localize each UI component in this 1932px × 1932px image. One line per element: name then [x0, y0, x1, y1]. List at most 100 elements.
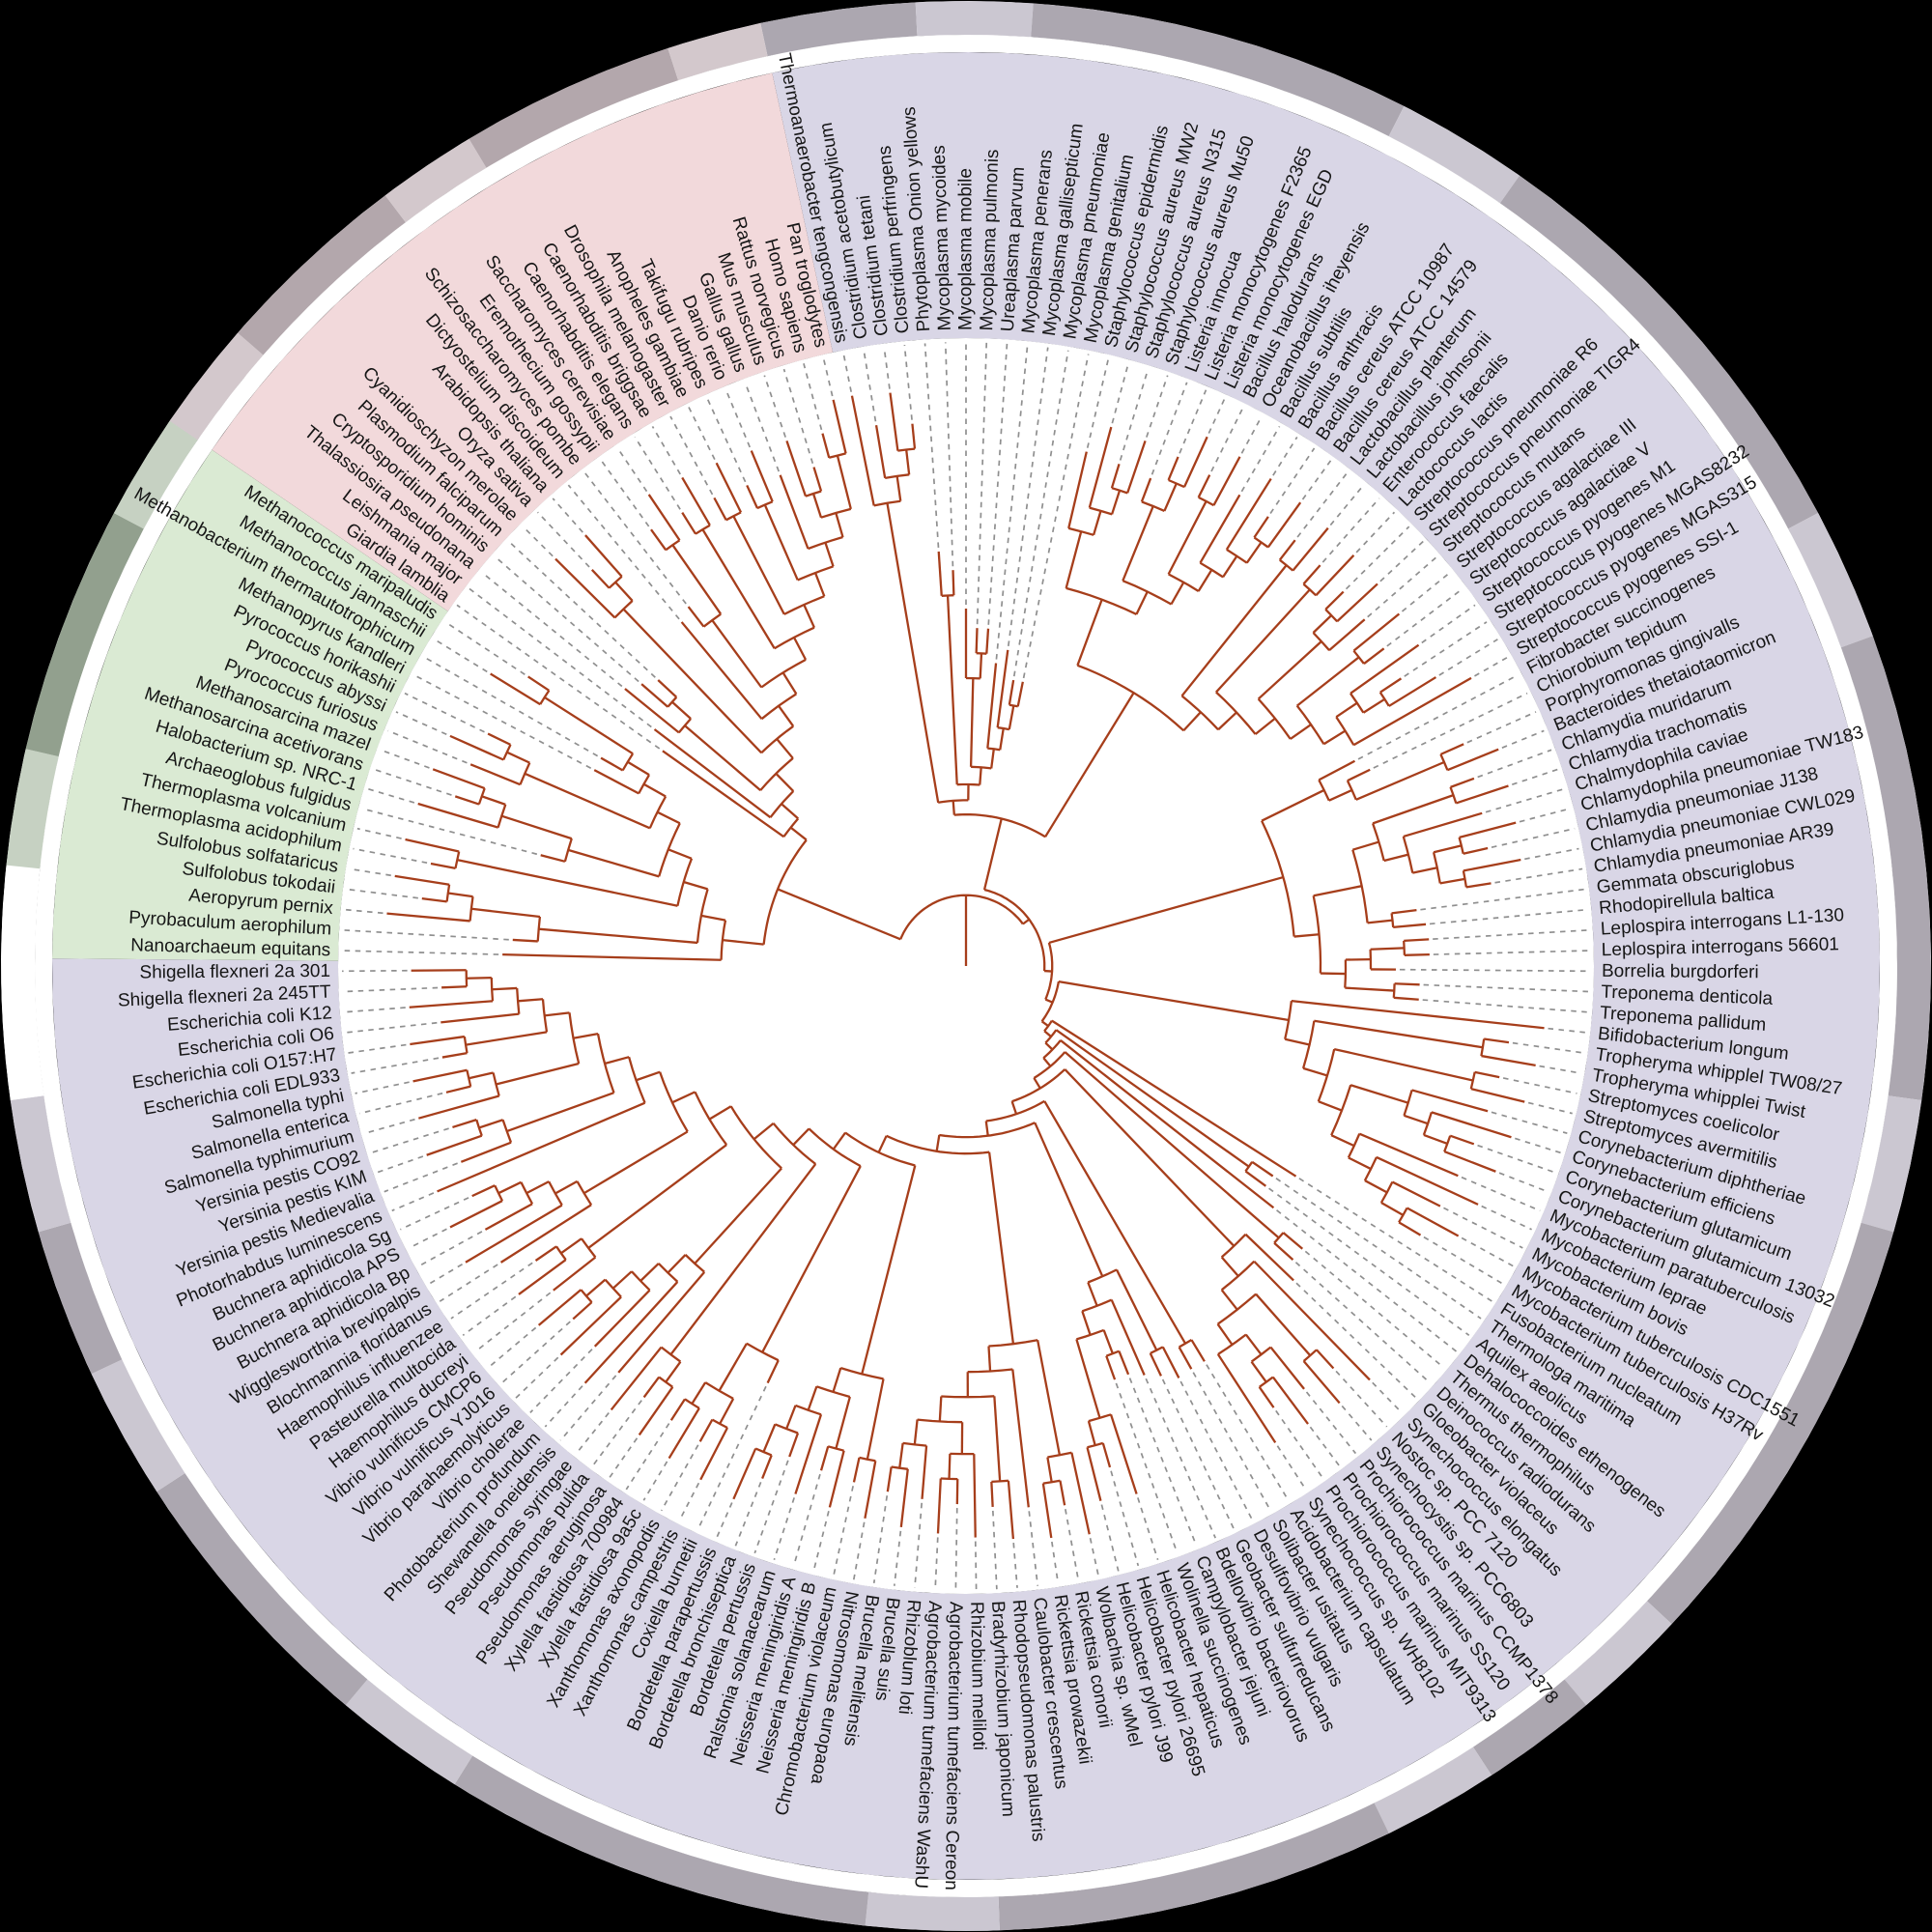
- branch-radial: [1302, 564, 1321, 585]
- branch-radial: [1295, 656, 1360, 707]
- leaf-dash: [1367, 555, 1438, 618]
- branch-radial: [544, 696, 634, 755]
- branch-radial: [478, 1119, 503, 1129]
- branch-radial: [1316, 1349, 1335, 1370]
- leaf-dash: [651, 426, 681, 475]
- ring-segment: [384, 138, 487, 223]
- branch-arc: [621, 753, 635, 771]
- leaf-dash: [883, 347, 891, 389]
- branch-radial: [497, 1180, 522, 1195]
- branch-radial: [1380, 1202, 1405, 1216]
- branch-radial: [864, 1461, 877, 1520]
- branch-radial: [1433, 844, 1463, 854]
- branch-radial: [614, 581, 634, 602]
- ring-segment: [998, 1803, 1389, 1931]
- branch-radial: [560, 1237, 582, 1255]
- branch-radial: [1109, 1413, 1138, 1494]
- branch-radial: [454, 795, 480, 806]
- branch-radial: [1261, 788, 1325, 822]
- branch-radial: [1167, 456, 1179, 481]
- ring-segment: [10, 1095, 71, 1233]
- branch-radial: [1481, 1054, 1536, 1066]
- branch-radial: [828, 1450, 845, 1508]
- leaf-dash: [346, 888, 418, 899]
- branch-radial: [785, 440, 808, 497]
- branch-radial: [1291, 1000, 1545, 1030]
- branch-radial: [1364, 1179, 1388, 1194]
- leaf-dash: [342, 969, 408, 973]
- branch-radial: [1105, 1355, 1117, 1380]
- leaf-dash: [1301, 459, 1332, 500]
- leaf-dash: [462, 1295, 517, 1336]
- branch-arc: [519, 762, 531, 785]
- branch-radial: [913, 1419, 919, 1445]
- leaf-dash: [1466, 711, 1537, 744]
- branch-radial: [1058, 980, 1290, 1022]
- leaf-dash: [353, 847, 428, 865]
- branch-radial: [554, 557, 616, 619]
- branch-arc: [704, 1381, 734, 1400]
- branch-radial: [1404, 953, 1430, 956]
- leaf-dash: [634, 436, 681, 510]
- branch-radial: [647, 494, 681, 541]
- branch-radial: [465, 1031, 548, 1046]
- branch-arc: [839, 1366, 884, 1380]
- branch-arc: [1044, 1029, 1058, 1044]
- branch-radial: [1431, 1111, 1512, 1139]
- branch-radial: [1393, 923, 1427, 929]
- branch-radial: [1149, 1352, 1162, 1377]
- branch-radial: [526, 1180, 550, 1195]
- branch-radial: [1065, 530, 1083, 589]
- branch-radial: [1320, 972, 1346, 976]
- branch-arc: [1302, 1349, 1318, 1362]
- branch-radial: [490, 672, 541, 706]
- branch-radial: [719, 1398, 735, 1425]
- branch-radial: [763, 504, 799, 581]
- branch-radial: [732, 1448, 757, 1500]
- leaf-dash: [1179, 1380, 1254, 1521]
- leaf-dash: [400, 1197, 469, 1231]
- branch-radial: [1044, 969, 1053, 973]
- leaf-dash: [1294, 1262, 1432, 1384]
- branch-arc: [987, 747, 1001, 752]
- branch-radial: [1161, 1346, 1180, 1378]
- leaf-dash: [773, 1497, 795, 1560]
- branch-radial: [1044, 998, 1054, 1004]
- branch-radial: [1463, 846, 1489, 855]
- branch-radial: [642, 1376, 661, 1399]
- leaf-dash: [842, 354, 852, 392]
- branch-radial: [553, 1256, 597, 1292]
- branch-radial: [638, 1386, 674, 1436]
- branch-radial: [921, 1445, 928, 1499]
- branch-radial: [1257, 640, 1322, 700]
- branch-radial: [1178, 1346, 1193, 1370]
- branch-radial: [778, 705, 795, 727]
- branch-arc: [696, 889, 709, 944]
- branch-arc: [756, 500, 774, 510]
- branch-arc: [1432, 852, 1441, 884]
- leaf-dash: [1524, 847, 1579, 861]
- branch-radial: [470, 907, 541, 919]
- ring-segment: [238, 195, 406, 355]
- branch-radial: [938, 1396, 943, 1422]
- branch-arc: [774, 1423, 799, 1435]
- branch-radial: [1075, 1339, 1101, 1419]
- branch-radial: [985, 628, 990, 654]
- leaf-dash: [893, 1530, 902, 1586]
- leaf-dash: [934, 1537, 939, 1590]
- branch-radial: [1351, 840, 1379, 851]
- ring-segment: [1388, 105, 1520, 204]
- branch-radial: [1406, 1207, 1460, 1237]
- branch-radial: [708, 1105, 732, 1121]
- leaf-dash: [1296, 471, 1349, 538]
- branch-radial: [1253, 1260, 1371, 1381]
- branch-radial: [544, 1011, 570, 1017]
- branch-radial: [969, 678, 975, 767]
- branch-radial: [1313, 885, 1362, 897]
- branch-radial: [819, 1445, 830, 1471]
- branch-radial: [1070, 1452, 1091, 1535]
- branch-radial: [1253, 516, 1269, 539]
